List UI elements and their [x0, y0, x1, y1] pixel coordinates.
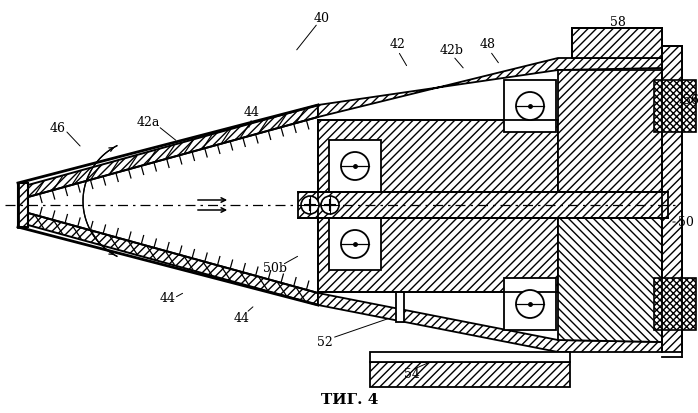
Bar: [396, 292, 404, 322]
Bar: [370, 352, 570, 362]
Circle shape: [516, 92, 544, 120]
Text: 50b: 50b: [263, 261, 287, 275]
Bar: [654, 278, 696, 330]
Polygon shape: [28, 213, 318, 305]
Polygon shape: [318, 293, 662, 352]
Text: 46: 46: [50, 121, 66, 135]
Circle shape: [341, 152, 369, 180]
Polygon shape: [28, 105, 318, 197]
Text: 40: 40: [314, 12, 330, 24]
Bar: [370, 362, 570, 387]
Text: 42: 42: [390, 38, 406, 52]
Text: 48: 48: [480, 38, 496, 52]
Text: ΤИГ. 4: ΤИГ. 4: [321, 393, 379, 407]
Polygon shape: [558, 218, 662, 342]
Bar: [329, 140, 381, 192]
Text: 44: 44: [160, 292, 176, 304]
Bar: [572, 28, 662, 58]
Polygon shape: [318, 218, 558, 292]
Text: 42a: 42a: [136, 116, 160, 128]
Polygon shape: [18, 183, 28, 227]
Polygon shape: [558, 70, 662, 192]
Bar: [654, 80, 696, 132]
Bar: [504, 278, 556, 330]
Circle shape: [321, 196, 339, 214]
Circle shape: [516, 290, 544, 318]
Text: 56: 56: [683, 93, 698, 107]
Polygon shape: [318, 120, 558, 192]
Circle shape: [341, 230, 369, 258]
Text: 44: 44: [234, 311, 250, 325]
Bar: [329, 218, 381, 270]
Text: 52: 52: [317, 335, 333, 349]
Text: 58: 58: [610, 16, 626, 28]
Text: 50: 50: [678, 216, 694, 228]
Circle shape: [301, 196, 319, 214]
Bar: [504, 80, 556, 132]
Text: 54: 54: [404, 368, 420, 382]
Bar: [662, 46, 682, 352]
Polygon shape: [318, 58, 662, 117]
Text: 42b: 42b: [440, 43, 464, 57]
Polygon shape: [298, 192, 668, 218]
Text: 44: 44: [244, 105, 260, 119]
